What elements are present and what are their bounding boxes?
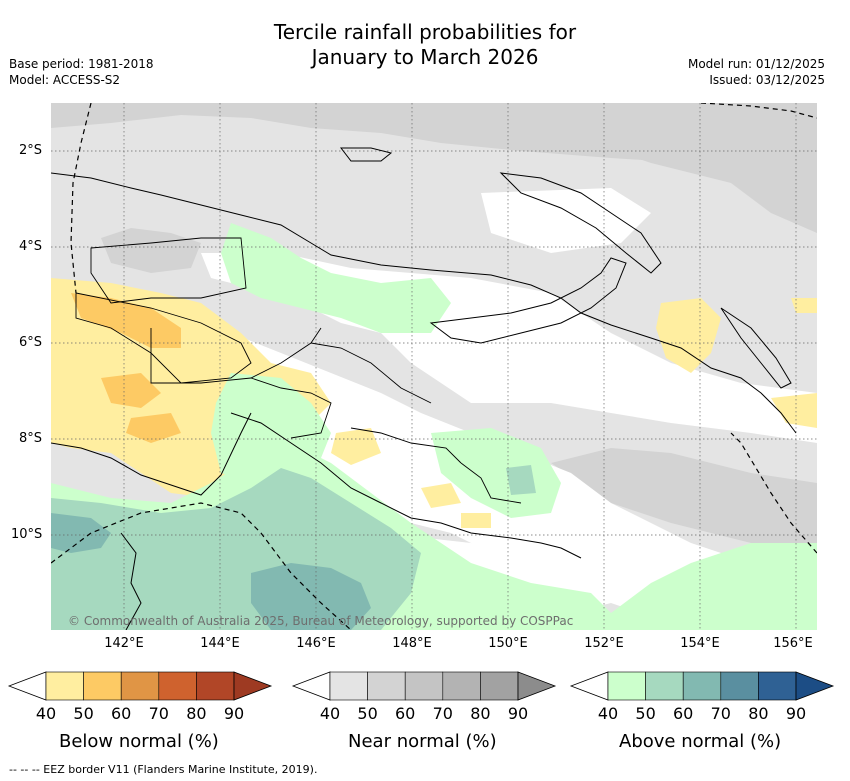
colorbar-extend-left	[569, 671, 609, 701]
model-run: Model run: 01/12/2025	[687, 57, 825, 71]
below-normal-40-east-b	[771, 393, 817, 428]
colorbar-above-normal	[569, 671, 835, 701]
near-normal-50-patch-east	[551, 448, 817, 543]
colorbar-swatch	[442, 671, 481, 701]
below-normal-40-png	[331, 428, 381, 465]
model-name: Model: ACCESS-S2	[9, 73, 121, 87]
meta-left: Base period: 1981-2018 Model: ACCESS-S2	[9, 56, 154, 88]
eez-footnote: -- -- -- EEZ border V11 (Flanders Marine…	[9, 763, 318, 776]
below-normal-50-west	[71, 293, 181, 348]
colorbar-tick-label: 40	[597, 704, 619, 723]
colorbar-tick-label: 80	[186, 704, 207, 723]
colorbar-tick-label: 70	[710, 704, 731, 723]
colorbar-tick-label: 50	[73, 704, 94, 723]
colorbar-label-above: Above normal (%)	[619, 731, 782, 752]
colorbar-swatch	[196, 671, 235, 701]
colorbar-tick-label: 50	[635, 704, 656, 723]
base-period: Base period: 1981-2018	[9, 57, 154, 71]
manus-island	[339, 147, 393, 162]
colorbar-label-near: Near normal (%)	[348, 731, 497, 752]
colorbar-extend-left	[291, 671, 331, 701]
lon-tick: 144°E	[200, 636, 240, 651]
colorbar-swatch	[404, 671, 444, 701]
colorbar-tick-label: 40	[35, 704, 57, 723]
meta-right: Model run: 01/12/2025 Issued: 03/12/2025	[688, 56, 825, 88]
above-normal-50-east-b	[506, 465, 536, 495]
colorbar-extend-right	[233, 671, 273, 701]
colorbar-swatch	[329, 671, 368, 701]
eez-borders	[51, 103, 817, 630]
near-normal-50-patch-ne	[571, 103, 817, 233]
colorbar-swatch	[45, 671, 84, 701]
colorbar-swatch	[682, 671, 722, 701]
colorbar-below-normal	[7, 671, 273, 701]
rainfall-probability-map: © Commonwealth of Australia 2025, Bureau…	[51, 103, 817, 630]
below-normal-40-png-b	[421, 483, 461, 508]
colorbar-tick-label: 90	[507, 704, 529, 723]
lon-tick: 154°E	[680, 636, 720, 651]
title-line-2: January to March 2026	[311, 45, 539, 69]
above-normal-40-east	[431, 428, 561, 518]
lon-tick: 156°E	[773, 636, 813, 651]
lon-tick: 142°E	[104, 636, 144, 651]
colorbar-extend-right	[795, 671, 835, 701]
below-normal-50-west-b	[101, 373, 161, 408]
colorbar-swatch	[83, 671, 122, 701]
lon-tick: 152°E	[584, 636, 624, 651]
above-normal-40-central	[221, 223, 451, 333]
colorbar-tick-label: 80	[748, 704, 769, 723]
lon-tick: 148°E	[392, 636, 432, 651]
below-normal-40-east	[656, 298, 721, 373]
colorbar-tick-label: 70	[432, 704, 453, 723]
colorbar-swatch	[607, 671, 646, 701]
colorbars	[7, 671, 835, 701]
png-south-coast	[230, 412, 582, 559]
colorbar-extend-left	[7, 671, 47, 701]
colorbar-tick-label: 90	[223, 704, 245, 723]
colorbar-tick-label: 80	[470, 704, 491, 723]
colorbar-tick-label: 40	[319, 704, 341, 723]
new-ireland	[499, 172, 662, 274]
lat-tick: 6°S	[19, 335, 43, 350]
map-copyright: © Commonwealth of Australia 2025, Bureau…	[68, 614, 573, 628]
bougainville	[720, 307, 792, 389]
lat-tick: 4°S	[19, 239, 43, 254]
colorbar-label-below: Below normal (%)	[59, 731, 219, 752]
colorbar-swatch	[480, 671, 519, 701]
below-normal-50-west-c	[126, 413, 181, 443]
colorbar-swatch	[120, 671, 160, 701]
colorbar-tick-label: 60	[111, 704, 132, 723]
colorbar-swatch	[720, 671, 759, 701]
above-normal-60-sw	[51, 513, 111, 553]
lon-tick: 146°E	[296, 636, 336, 651]
colorbar-tick-label: 50	[357, 704, 378, 723]
title-line-1: Tercile rainfall probabilities for	[273, 20, 577, 44]
colorbar-tick-label: 70	[148, 704, 169, 723]
colorbar-swatch	[758, 671, 797, 701]
lat-tick: 10°S	[11, 527, 43, 542]
lat-tick: 8°S	[19, 431, 43, 446]
below-normal-40-east-c	[791, 298, 817, 313]
below-normal-40-png-c	[461, 513, 491, 528]
colorbar-tick-label: 60	[673, 704, 694, 723]
colorbar-swatch	[367, 671, 406, 701]
coastlines	[51, 147, 797, 630]
colorbar-near-normal	[291, 671, 557, 701]
colorbar-tick-label: 60	[395, 704, 416, 723]
png-mainland-coast	[51, 172, 797, 496]
map-title: Tercile rainfall probabilities for Janua…	[0, 20, 850, 70]
colorbar-extend-right	[517, 671, 557, 701]
cape-york	[120, 532, 142, 630]
lon-tick: 150°E	[488, 636, 528, 651]
new-britain	[429, 257, 627, 344]
near-normal-50-patch-west	[101, 228, 201, 273]
white-region-north	[481, 188, 651, 253]
colorbar-tick-label: 90	[785, 704, 807, 723]
lat-tick: 2°S	[19, 143, 43, 158]
issued-date: Issued: 03/12/2025	[709, 73, 825, 87]
province-boundaries	[75, 237, 522, 504]
colorbar-swatch	[645, 671, 684, 701]
above-normal-60-south	[251, 563, 371, 630]
colorbar-swatch	[158, 671, 197, 701]
